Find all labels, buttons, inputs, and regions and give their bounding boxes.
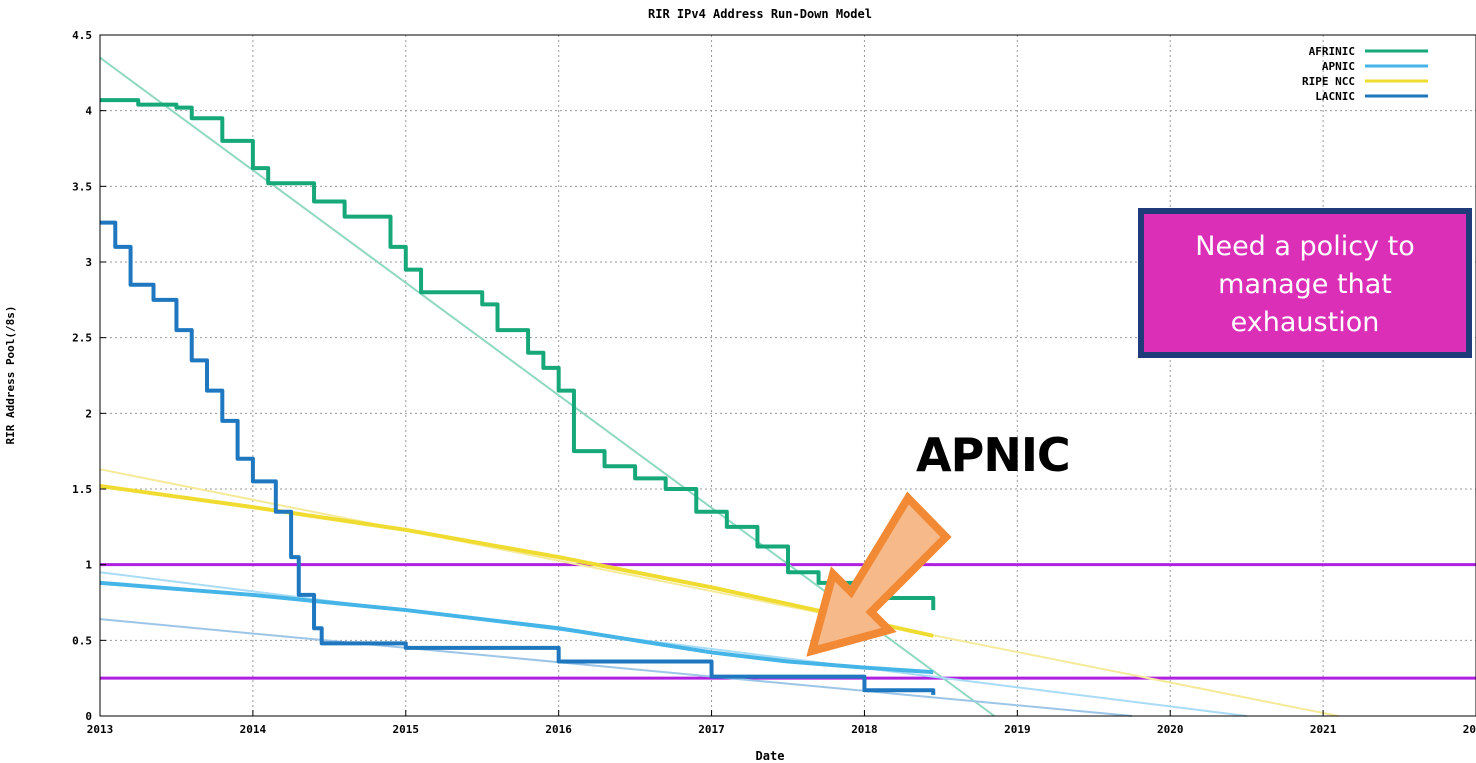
- trend-line: [99, 618, 1133, 717]
- chart-title: RIR IPv4 Address Run-Down Model: [648, 7, 872, 21]
- apnic-arrow-shape: [806, 491, 952, 657]
- y-tick-label: 0: [85, 710, 92, 723]
- apnic-arrow-icon: [806, 491, 952, 657]
- trend-lines: [99, 56, 1339, 717]
- series-line: [100, 220, 936, 695]
- x-tick-label: 2018: [851, 723, 878, 736]
- y-axis-label: RIR Address Pool(/8s): [4, 305, 17, 444]
- legend-label: LACNIC: [1315, 90, 1355, 103]
- y-tick-label: 2.5: [72, 332, 92, 345]
- y-tick-label: 3.5: [72, 180, 92, 193]
- legend: AFRINIC APNIC RIPE NCC LACNIC: [1302, 45, 1428, 103]
- y-tick-label: 4.5: [72, 29, 92, 42]
- x-tick-label: 2017: [698, 723, 725, 736]
- apnic-arrow-label: APNIC: [916, 428, 1071, 482]
- series-line: [100, 98, 936, 611]
- y-tick-label: 1: [85, 559, 92, 572]
- x-tick-label: 2020: [1157, 723, 1184, 736]
- y-tick-label: 3: [85, 256, 92, 269]
- x-tick-label: 2013: [87, 723, 114, 736]
- x-axis-label: Date: [756, 749, 785, 763]
- policy-callout: Need a policy to manage that exhaustion: [1138, 208, 1472, 358]
- grid-lines: [100, 35, 1476, 716]
- legend-label: RIPE NCC: [1302, 75, 1355, 88]
- x-tick-label: 2016: [545, 723, 572, 736]
- series-line: [99, 580, 934, 675]
- x-tick-label: 2021: [1310, 723, 1337, 736]
- plot-area-border: [99, 34, 1476, 717]
- trend-line: [99, 468, 1339, 717]
- trend-line: [99, 571, 1247, 717]
- y-tick-label: 0.5: [72, 634, 92, 647]
- y-tick-label: 1.5: [72, 483, 92, 496]
- x-tick-label: 2019: [1004, 723, 1031, 736]
- axis-ticks: 2013201420152016201720182019202020212022…: [72, 29, 1476, 736]
- y-tick-label: 2: [85, 407, 92, 420]
- x-tick-label: 2014: [240, 723, 267, 736]
- series-line: [99, 483, 934, 638]
- x-tick-label: 2022: [1463, 723, 1476, 736]
- data-series: [99, 98, 936, 695]
- y-tick-label: 4: [85, 105, 92, 118]
- x-tick-label: 2015: [393, 723, 420, 736]
- legend-label: APNIC: [1322, 60, 1355, 73]
- legend-label: AFRINIC: [1309, 45, 1355, 58]
